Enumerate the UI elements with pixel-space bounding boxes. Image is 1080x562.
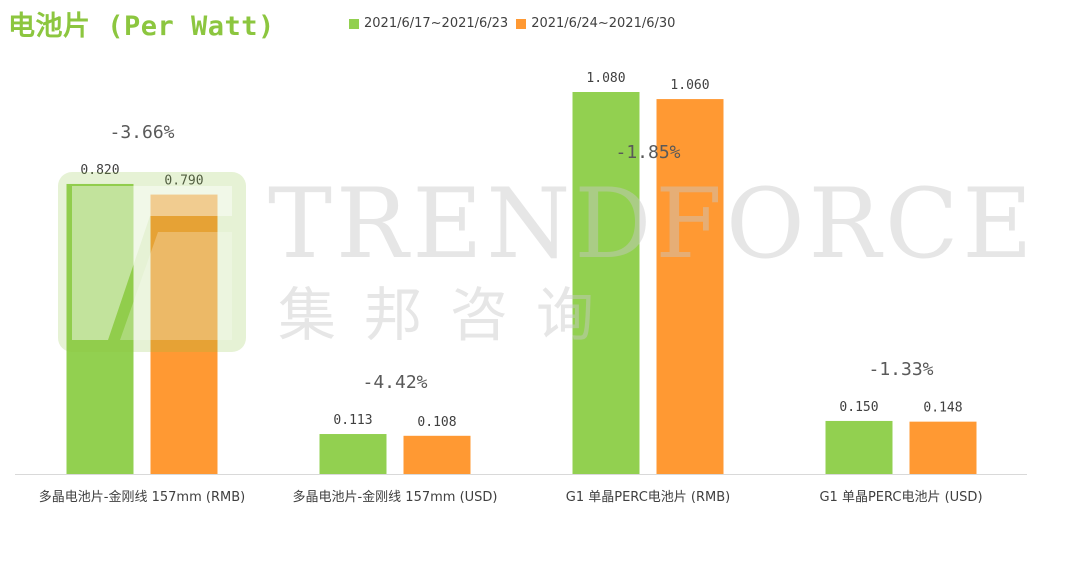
data-label-2-3: 1.060 bbox=[670, 78, 709, 93]
bar-2-4 bbox=[909, 421, 977, 474]
bar-2-1 bbox=[150, 194, 218, 474]
bar-1-1 bbox=[66, 183, 134, 475]
category-label-1: 多晶电池片-金刚线 157mm (RMB) bbox=[39, 489, 245, 505]
legend-swatch-series1 bbox=[349, 18, 359, 29]
legend-label-series2: 2021/6/24~2021/6/30 bbox=[531, 16, 676, 31]
category-label-2: 多晶电池片-金刚线 157mm (USD) bbox=[292, 489, 497, 505]
legend-swatch-series2 bbox=[516, 18, 527, 29]
data-label-2-4: 0.148 bbox=[923, 401, 962, 416]
data-label-1-1: 0.820 bbox=[80, 163, 119, 178]
legend-item-series1: 2021/6/17~2021/6/23 bbox=[349, 16, 508, 31]
data-label-1-2: 0.113 bbox=[333, 413, 372, 428]
data-label-1-3: 1.080 bbox=[586, 71, 625, 86]
bar-1-4 bbox=[825, 420, 893, 474]
data-label-2-2: 0.108 bbox=[417, 415, 456, 430]
data-label-2-1: 0.790 bbox=[164, 174, 203, 189]
change-label-4: -1.33% bbox=[868, 359, 933, 380]
legend-item-series2: 2021/6/24~2021/6/30 bbox=[516, 16, 675, 31]
legend: 2021/6/17~2021/6/23 2021/6/24~2021/6/30 bbox=[349, 16, 683, 31]
category-label-4: G1 单晶PERC电池片 (USD) bbox=[819, 490, 982, 505]
bar-2-2 bbox=[403, 435, 471, 474]
data-label-1-4: 0.150 bbox=[839, 400, 878, 415]
legend-label-series1: 2021/6/17~2021/6/23 bbox=[364, 16, 509, 31]
bar-1-2 bbox=[319, 434, 387, 474]
bar-2-3 bbox=[656, 99, 724, 475]
category-label-3: G1 单晶PERC电池片 (RMB) bbox=[566, 490, 730, 505]
change-label-2: -4.42% bbox=[362, 372, 427, 393]
bar-1-3 bbox=[572, 92, 640, 474]
chart-title: 电池片 (Per Watt) bbox=[8, 11, 275, 42]
change-label-3: -1.85% bbox=[615, 142, 680, 163]
change-label-1: -3.66% bbox=[109, 122, 174, 143]
